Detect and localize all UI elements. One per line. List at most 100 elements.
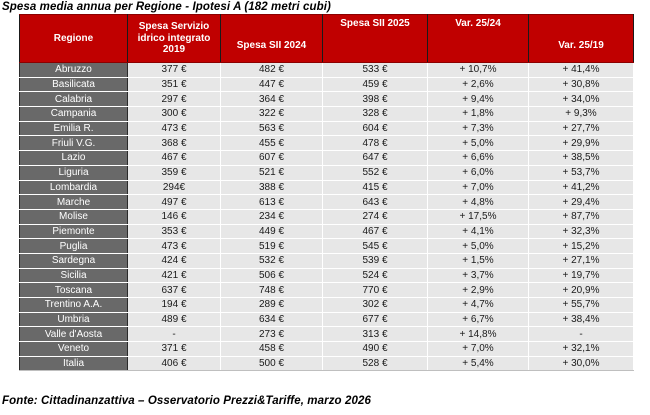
value-cell: 421 € (127, 268, 221, 284)
spesa-regioni-table: Regione Spesa Servizio idrico integrato … (19, 14, 634, 372)
value-cell: + 6,7% (427, 312, 529, 328)
value-cell: 424 € (127, 253, 221, 269)
region-cell: Molise (19, 209, 128, 225)
value-cell: 482 € (220, 62, 323, 78)
value-cell: + 5,0% (427, 135, 529, 152)
value-cell: 500 € (220, 356, 323, 372)
value-cell: + 9,3% (528, 106, 634, 122)
value-cell: + 7,0% (427, 180, 529, 196)
value-cell: 770 € (322, 282, 428, 298)
region-cell: Liguria (19, 165, 128, 181)
value-cell: 545 € (322, 238, 428, 254)
value-cell: 371 € (127, 341, 221, 357)
table-row: Basilicata 351 €447 €459 € + 2,6% + 30,8% (19, 77, 634, 93)
value-cell: 497 € (127, 194, 221, 210)
value-cell: 533 € (322, 62, 428, 78)
value-cell: + 7,3% (427, 121, 529, 137)
value-cell: + 9,4% (427, 91, 529, 108)
value-cell: + 4,8% (427, 194, 529, 210)
table-row: Piemonte 353 €449 €467 € + 4,1% + 32,3% (19, 224, 634, 240)
value-cell: + 32,3% (528, 224, 634, 240)
value-cell: 398 € (322, 91, 428, 108)
value-cell: + 5,0% (427, 238, 529, 254)
value-cell: 521 € (220, 165, 323, 181)
value-cell: + 38,4% (528, 312, 634, 328)
value-cell: 604 € (322, 121, 428, 137)
column-header-spesa-2019: Spesa Servizio idrico integrato 2019 (127, 14, 221, 63)
value-cell: 637 € (127, 282, 221, 298)
value-cell: 489 € (127, 312, 221, 328)
table-row: Italia 406 €500 €528 € + 5,4% + 30,0% (19, 356, 634, 372)
value-cell: 234 € (220, 209, 323, 225)
value-cell: + 4,1% (427, 224, 529, 240)
table-row: Calabria 297 €364 €398 € + 9,4% + 34,0% (19, 91, 634, 108)
value-cell: 677 € (322, 312, 428, 328)
value-cell: 528 € (322, 356, 428, 372)
region-cell: Puglia (19, 238, 128, 254)
value-cell: + 7,0% (427, 341, 529, 357)
table-row: Lazio 467 €607 €647 € + 6,6% + 38,5% (19, 150, 634, 166)
column-header-spesa-2024: Spesa SII 2024 (220, 14, 323, 63)
value-cell: + 29,9% (528, 135, 634, 152)
value-cell: 467 € (127, 150, 221, 166)
value-cell: 473 € (127, 238, 221, 254)
table-row: Abruzzo 377 €482 €533 € + 10,7% + 41,4% (19, 62, 634, 78)
value-cell: 351 € (127, 77, 221, 93)
value-cell: + 1,5% (427, 253, 529, 269)
region-cell: Umbria (19, 312, 128, 328)
value-cell: 328 € (322, 106, 428, 122)
region-cell: Friuli V.G. (19, 135, 128, 152)
value-cell: 300 € (127, 106, 221, 122)
region-cell: Emilia R. (19, 121, 128, 137)
value-cell: 613 € (220, 194, 323, 210)
column-header-regione: Regione (19, 14, 128, 63)
value-cell: + 1,8% (427, 106, 529, 122)
region-cell: Italia (19, 356, 128, 372)
value-cell: 449 € (220, 224, 323, 240)
region-cell: Campania (19, 106, 128, 122)
table-row: Veneto 371 €458 €490 € + 7,0% + 32,1% (19, 341, 634, 357)
value-cell: 607 € (220, 150, 323, 166)
value-cell: 478 € (322, 135, 428, 152)
value-cell: 313 € (322, 326, 428, 343)
value-cell: 455 € (220, 135, 323, 152)
value-cell: + 6,6% (427, 150, 529, 166)
region-cell: Calabria (19, 91, 128, 108)
value-cell: 353 € (127, 224, 221, 240)
value-cell: 634 € (220, 312, 323, 328)
table-row: Trentino A.A. 194 €289 €302 € + 4,7% + 55,7… (19, 297, 634, 313)
value-cell: 519 € (220, 238, 323, 254)
value-cell: + 2,6% (427, 77, 529, 93)
table-row: Campania 300 €322 €328 € + 1,8% + 9,3% (19, 106, 634, 122)
value-cell: + 55,7% (528, 297, 634, 313)
column-header-var-25-19: Var. 25/19 (528, 14, 634, 63)
value-cell: 506 € (220, 268, 323, 284)
value-cell: + 32,1% (528, 341, 634, 357)
table-row: Liguria 359 €521 €552 € + 6,0% + 53,7% (19, 165, 634, 181)
value-cell: 359 € (127, 165, 221, 181)
value-cell: + 15,2% (528, 238, 634, 254)
table-row: Molise 146 €234 €274 € + 17,5% + 87,7% (19, 209, 634, 225)
value-cell: + 4,7% (427, 297, 529, 313)
region-cell: Veneto (19, 341, 128, 357)
value-cell: 643 € (322, 194, 428, 210)
value-cell: 302 € (322, 297, 428, 313)
value-cell: 274 € (322, 209, 428, 225)
value-cell: + 34,0% (528, 91, 634, 108)
value-cell: + 30,8% (528, 77, 634, 93)
value-cell: + 29,4% (528, 194, 634, 210)
value-cell: 322 € (220, 106, 323, 122)
value-cell: + 27,7% (528, 121, 634, 137)
value-cell: 297 € (127, 91, 221, 108)
header-row: Regione Spesa Servizio idrico integrato … (19, 14, 634, 63)
value-cell: 447 € (220, 77, 323, 93)
value-cell: 415 € (322, 180, 428, 196)
value-cell: + 14,8% (427, 326, 529, 343)
value-cell: + 2,9% (427, 282, 529, 298)
value-cell: 552 € (322, 165, 428, 181)
table-header: Regione Spesa Servizio idrico integrato … (19, 14, 634, 63)
region-cell: Sicilia (19, 268, 128, 284)
value-cell: 539 € (322, 253, 428, 269)
value-cell: 647 € (322, 150, 428, 166)
value-cell: 490 € (322, 341, 428, 357)
